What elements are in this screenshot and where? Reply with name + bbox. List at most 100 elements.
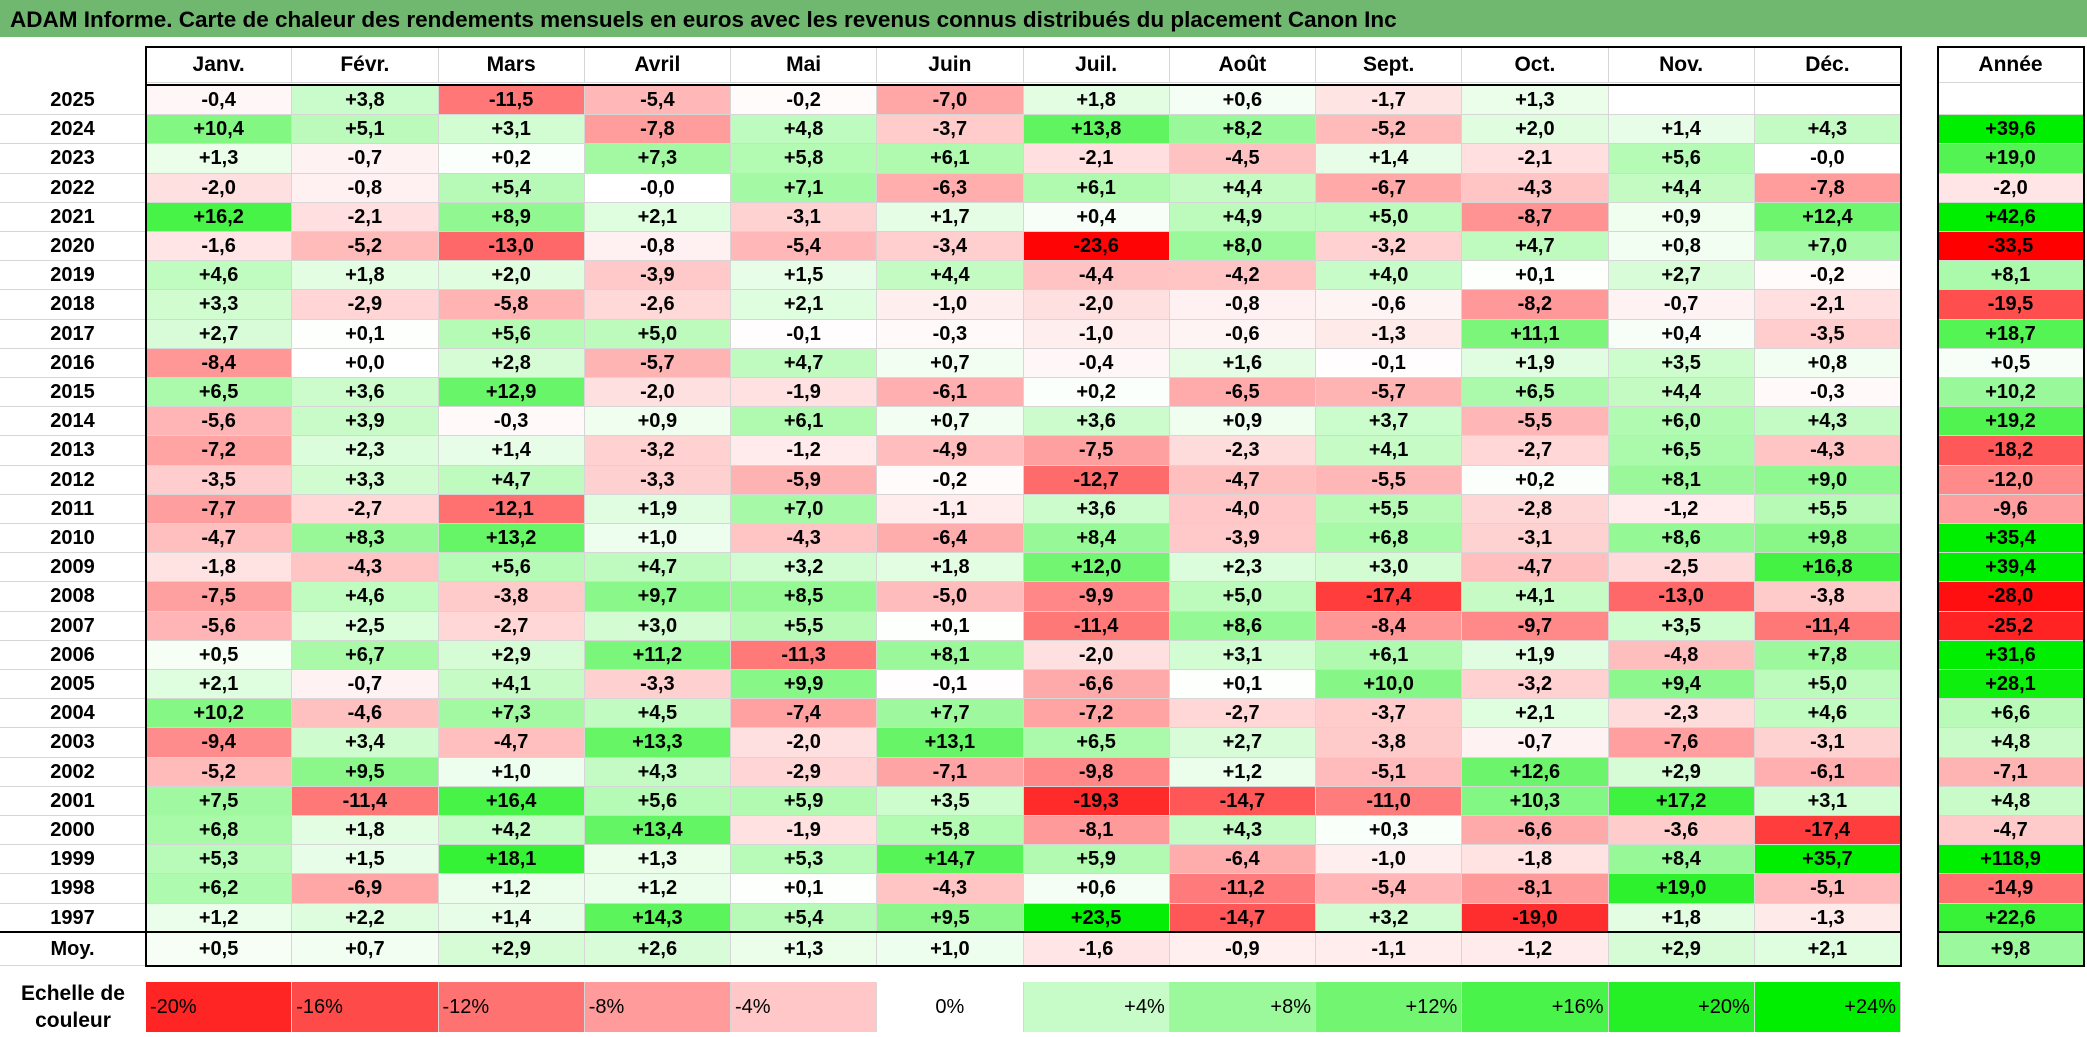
heatmap-cell: +5,6: [584, 786, 731, 816]
year-label: 2011: [0, 494, 146, 524]
heatmap-cell: +6,8: [1316, 524, 1463, 554]
heatmap-cell: -1,2: [731, 436, 878, 466]
heatmap-cell: -3,6: [1608, 816, 1755, 846]
color-scale-swatch: -8%: [584, 982, 731, 1032]
heatmap-cell: -6,3: [877, 173, 1024, 203]
heatmap-cell: +5,5: [1316, 494, 1463, 524]
heatmap-cell: -3,9: [1169, 524, 1316, 554]
heatmap-cell: -3,2: [1316, 232, 1463, 262]
heatmap-cell: +5,0: [1316, 202, 1463, 232]
heatmap-cell: -12,7: [1023, 465, 1170, 495]
heatmap-cell: -2,7: [292, 494, 439, 524]
heatmap-cell: -7,4: [731, 699, 878, 729]
heatmap-cell: +9,8: [1754, 524, 1901, 554]
heatmap-cell: +2,1: [584, 202, 731, 232]
heatmap-cell: [1754, 86, 1901, 116]
heatmap-cell: +12,6: [1462, 757, 1609, 787]
heatmap-cell: -0,7: [292, 670, 439, 700]
heatmap-cell: -9,8: [1023, 757, 1170, 787]
heatmap-cell: -6,7: [1316, 173, 1463, 203]
annual-cell: +19,2: [1938, 407, 2084, 437]
heatmap-cell: -3,7: [1316, 699, 1463, 729]
heatmap-cell: +5,6: [1608, 144, 1755, 174]
heatmap-cell: +1,0: [438, 757, 585, 787]
heatmap-cell: -2,0: [1023, 640, 1170, 670]
heatmap-cell: -0,2: [1754, 261, 1901, 291]
heatmap-cell: -8,4: [146, 348, 293, 378]
annual-cell: -12,0: [1938, 465, 2084, 495]
heatmap-cell: -4,2: [1169, 261, 1316, 291]
heatmap-cell: -4,3: [731, 524, 878, 554]
heatmap-cell: +6,1: [731, 407, 878, 437]
heatmap-cell: +2,3: [292, 436, 439, 466]
heatmap-cell: +8,4: [1023, 524, 1170, 554]
annual-cell: -28,0: [1938, 582, 2084, 612]
heatmap-cell: +3,2: [1316, 903, 1463, 933]
heatmap-cell: +0,8: [1608, 232, 1755, 262]
heatmap-cell: +8,4: [1608, 845, 1755, 875]
heatmap-cell: +0,7: [877, 407, 1024, 437]
heatmap-cell: -3,5: [146, 465, 293, 495]
heatmap-cell: -4,7: [438, 728, 585, 758]
heatmap-cell: -2,0: [731, 728, 878, 758]
heatmap-cell: +2,7: [1608, 261, 1755, 291]
heatmap-cell: -8,1: [1462, 874, 1609, 904]
heatmap-cell: +6,2: [146, 874, 293, 904]
heatmap-cell: +1,2: [438, 874, 585, 904]
heatmap-cell: -5,6: [146, 611, 293, 641]
heatmap-cell: -4,9: [877, 436, 1024, 466]
average-cell: +2,1: [1754, 933, 1901, 966]
heatmap-cell: -2,3: [1169, 436, 1316, 466]
heatmap-cell: -11,3: [731, 640, 878, 670]
annual-cell: +6,6: [1938, 699, 2084, 729]
heatmap-cell: +4,3: [1754, 115, 1901, 145]
heatmap-cell: -3,2: [584, 436, 731, 466]
heatmap-cell: -4,3: [1754, 436, 1901, 466]
heatmap-cell: -11,0: [1316, 786, 1463, 816]
color-scale-label: Echelle de couleur: [0, 980, 146, 1034]
month-header: Août: [1169, 47, 1316, 83]
average-cell: -1,2: [1462, 933, 1609, 966]
heatmap-cell: -5,2: [1316, 115, 1463, 145]
heatmap-cell: -7,5: [1023, 436, 1170, 466]
annual-cell: -19,5: [1938, 290, 2084, 320]
year-label: 2022: [0, 173, 146, 203]
heatmap-cell: +3,8: [292, 86, 439, 116]
heatmap-cell: -6,6: [1023, 670, 1170, 700]
heatmap-cell: -0,2: [731, 86, 878, 116]
heatmap-cell: -1,9: [731, 378, 878, 408]
heatmap-cell: +10,4: [146, 115, 293, 145]
heatmap-cell: +12,9: [438, 378, 585, 408]
heatmap-cell: +17,2: [1608, 786, 1755, 816]
annual-cell: [1938, 86, 2084, 116]
heatmap-cell: +16,2: [146, 202, 293, 232]
heatmap-cell: -5,2: [292, 232, 439, 262]
heatmap-cell: +7,3: [438, 699, 585, 729]
heatmap-cell: +5,6: [438, 319, 585, 349]
annual-cell: -7,1: [1938, 757, 2084, 787]
heatmap-cell: +1,9: [584, 494, 731, 524]
heatmap-cell: -6,4: [877, 524, 1024, 554]
heatmap-cell: +5,8: [877, 816, 1024, 846]
heatmap-cell: -5,5: [1316, 465, 1463, 495]
average-cell: -0,9: [1169, 933, 1316, 966]
heatmap-cell: +4,8: [731, 115, 878, 145]
heatmap-cell: +5,0: [584, 319, 731, 349]
heatmap-cell: +0,6: [1023, 874, 1170, 904]
heatmap-cell: +0,9: [1608, 202, 1755, 232]
heatmap-cell: -5,4: [1316, 874, 1463, 904]
heatmap-cell: -5,4: [584, 86, 731, 116]
heatmap-cell: +6,1: [1316, 640, 1463, 670]
color-scale-swatch: -16%: [292, 982, 439, 1032]
heatmap-cell: -2,9: [292, 290, 439, 320]
average-cell: +2,6: [584, 933, 731, 966]
heatmap-cell: +5,6: [438, 553, 585, 583]
heatmap-cell: +14,3: [584, 903, 731, 933]
heatmap-cell: -1,0: [1316, 845, 1463, 875]
heatmap-cell: +2,1: [731, 290, 878, 320]
heatmap-cell: -1,3: [1316, 319, 1463, 349]
heatmap-cell: -3,1: [1462, 524, 1609, 554]
average-divider: [0, 931, 1901, 933]
heatmap-cell: +4,3: [1754, 407, 1901, 437]
annual-cell: +8,1: [1938, 261, 2084, 291]
